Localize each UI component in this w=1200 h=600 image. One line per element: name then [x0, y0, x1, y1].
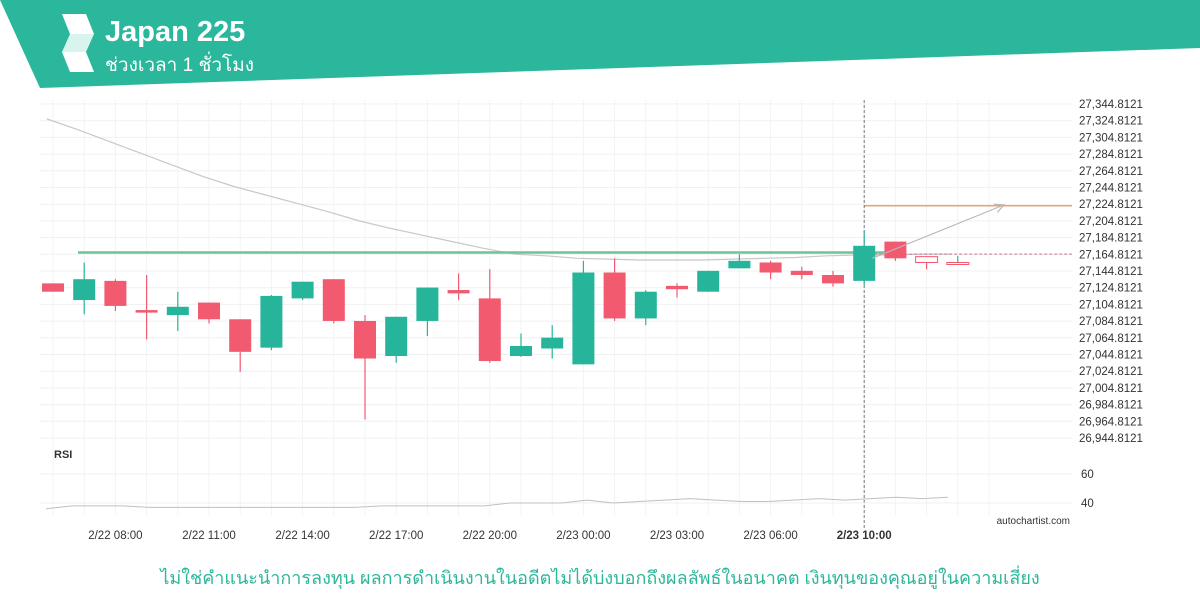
candle-body: [478, 298, 501, 362]
projection-arrow: [871, 204, 1005, 259]
candle-body: [853, 245, 876, 281]
y-tick-label: 27,144.8121: [1079, 266, 1143, 278]
y-tick-label: 26,964.8121: [1079, 416, 1143, 428]
y-tick-label: 27,344.8121: [1079, 99, 1143, 111]
y-tick-label: 27,084.8121: [1079, 316, 1143, 328]
candle-body: [291, 281, 314, 299]
candle-body: [759, 262, 782, 273]
y-tick-label: 27,264.8121: [1079, 166, 1143, 178]
candle-body: [198, 302, 220, 320]
watermark: autochartist.com: [997, 516, 1070, 527]
y-tick-label: 27,244.8121: [1079, 183, 1143, 195]
y-tick-label: 27,164.8121: [1079, 249, 1143, 261]
candle-body: [634, 291, 657, 319]
rsi-line: [45, 496, 949, 510]
candle-body: [447, 290, 470, 294]
y-tick-label: 27,304.8121: [1079, 132, 1143, 144]
y-tick-label: 27,284.8121: [1079, 149, 1143, 161]
candle-body: [260, 295, 283, 348]
candle-body: [728, 260, 751, 269]
candle-body: [946, 261, 970, 265]
header-banner: [0, 0, 1200, 88]
candle-body: [322, 279, 345, 321]
timeframe-subtitle: ช่วงเวลา 1 ชั่วโมง: [105, 55, 255, 76]
disclaimer-text: ไม่ใช่คำแนะนำการลงทุน ผลการดำเนินงานในอด…: [160, 568, 1040, 588]
y-tick-label: 27,184.8121: [1079, 233, 1143, 245]
candle-body: [42, 283, 64, 292]
x-tick-label: 2/23 00:00: [556, 530, 610, 542]
moving-average-line: [46, 118, 952, 261]
x-tick-label: 2/23 03:00: [650, 530, 704, 542]
candle-body: [697, 270, 720, 292]
candle-body: [354, 320, 376, 359]
x-tick-label: 2/22 08:00: [88, 530, 142, 542]
y-tick-label: 27,064.8121: [1079, 333, 1143, 345]
candle-body: [790, 270, 813, 276]
candle-body: [385, 316, 408, 357]
y-tick-label: 26,984.8121: [1079, 400, 1143, 412]
candle-body: [541, 337, 564, 349]
x-tick-label: 2/23 06:00: [743, 530, 797, 542]
candle-body: [884, 241, 907, 259]
projection-arrow-head: [993, 203, 1006, 213]
candle-body: [229, 319, 252, 352]
candle-body: [915, 256, 939, 263]
candle-body: [416, 287, 439, 321]
candle-body: [104, 280, 127, 306]
candle-body: [572, 272, 595, 365]
y-tick-label: 27,024.8121: [1079, 366, 1143, 378]
candle-body: [666, 285, 688, 290]
x-tick-label: 2/22 20:00: [463, 530, 517, 542]
y-tick-label: 26,944.8121: [1079, 433, 1143, 445]
candle-body: [135, 310, 158, 313]
y-tick-label: 27,124.8121: [1079, 283, 1143, 295]
candle-body: [166, 306, 189, 316]
page-title: Japan 225: [105, 16, 246, 48]
rsi-tick-label: 40: [1081, 498, 1094, 510]
x-tick-label: 2/22 17:00: [369, 530, 423, 542]
candle-body: [73, 279, 96, 301]
x-tick-label: 2/22 14:00: [275, 530, 329, 542]
candle-body: [510, 345, 532, 357]
y-tick-label: 27,204.8121: [1079, 216, 1143, 228]
y-tick-label: 27,324.8121: [1079, 116, 1143, 128]
y-tick-label: 27,004.8121: [1079, 383, 1143, 395]
y-tick-label: 27,104.8121: [1079, 299, 1143, 311]
autochartist-logo-icon: [62, 14, 94, 72]
y-tick-label: 27,224.8121: [1079, 199, 1143, 211]
y-tick-label: 27,044.8121: [1079, 350, 1143, 362]
rsi-tick-label: 60: [1081, 469, 1094, 481]
x-tick-label: 2/23 10:00: [837, 530, 892, 542]
rsi-label: RSI: [54, 449, 72, 461]
x-tick-label: 2/22 11:00: [182, 530, 236, 542]
candle-body: [603, 272, 626, 319]
candle-body: [822, 275, 844, 284]
